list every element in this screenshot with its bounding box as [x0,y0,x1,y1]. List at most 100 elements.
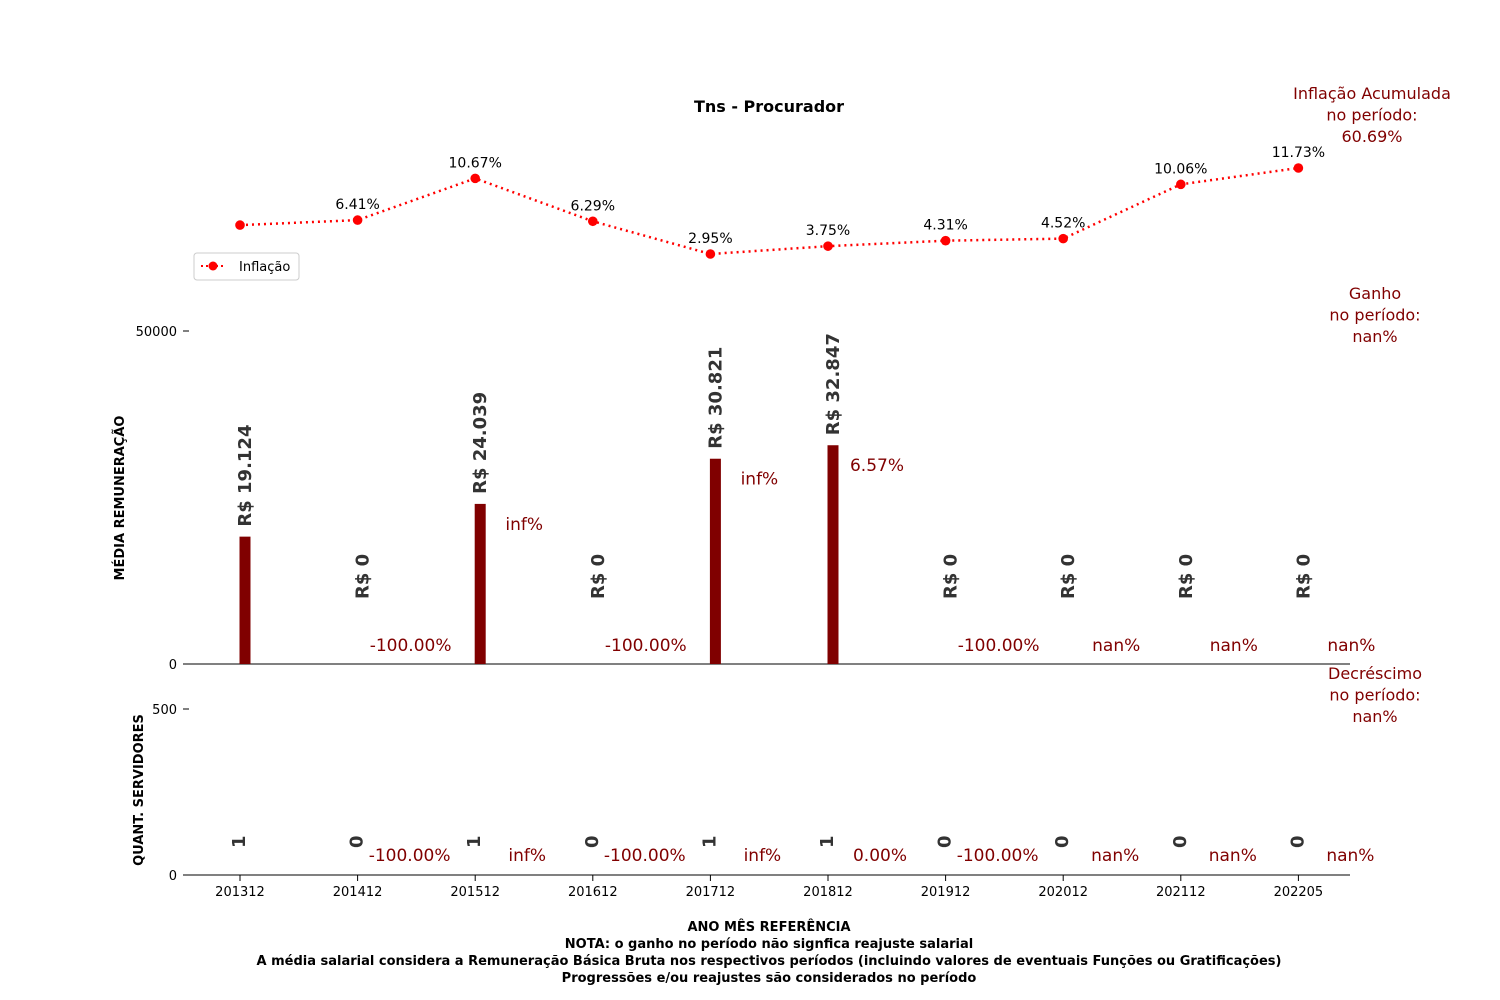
count-ytick-label: 0 [169,869,177,884]
inflation-point [352,215,363,225]
inflation-data-label: 3.75% [806,223,850,239]
salary-bar [709,458,721,664]
count-ytick-label: 500 [152,703,177,718]
side-note-line: 60.69% [1341,127,1402,146]
legend-entry-label: Inflação [239,260,290,275]
headcount-bar-panel: 500 0 QUANT. SERVIDORES 1 0-100.00%1inf%0… [132,703,1374,884]
side-note-line: nan% [1352,707,1397,726]
salary-value-label: R$ 0 [941,554,962,599]
side-note-line: Inflação Acumulada [1293,84,1451,103]
headcount-value-label: 1 [229,835,250,848]
inflation-data-label: 2.95% [688,231,732,247]
inflation-data-label: 6.41% [335,197,379,213]
inflation-data-label: 4.52% [1041,216,1085,232]
inflation-data-label: 10.06% [1154,161,1207,177]
salary-change-label: inf% [505,515,543,535]
x-tick-label: 202205 [1274,885,1324,900]
legend-marker [208,261,218,271]
inflation-point [1293,163,1304,173]
salary-change-label: inf% [741,470,779,490]
salary-change-label: nan% [1327,636,1375,656]
inflation-point [940,235,951,246]
inflation-point [235,220,245,230]
side-note-line: no período: [1329,686,1420,705]
x-tick-label: 201412 [333,885,383,900]
salary-change-label: -100.00% [958,636,1040,656]
salary-value-label: R$ 19.124 [235,425,256,527]
legend[interactable]: Inflação [193,252,300,281]
salary-bar-marks: R$ 19.124 R$ 0 -100.00% R$ 24.039 inf% R$ 0 -1… [235,333,1375,664]
x-tick-label: 202012 [1038,885,1088,900]
headcount-change-label: -100.00% [369,846,451,866]
salary-bar [239,536,251,664]
headcount-value-label: 1 [817,835,838,848]
x-tick-label: 202112 [1156,885,1206,900]
footer-note: NOTA: o ganho no período não signfica re… [565,937,973,952]
inflation-point [705,249,716,259]
salary-value-label: R$ 30.821 [705,347,726,449]
x-axis: 201312 201412 201512 201612 201712 201812 2019… [215,875,1323,900]
salary-change-label: nan% [1092,636,1140,656]
salary-value-label: R$ 32.847 [823,333,844,435]
headcount-value-label: 0 [1287,835,1308,848]
headcount-change-label: -100.00% [957,846,1039,866]
x-tick-label: 201812 [803,885,853,900]
inflation-line-panel: 6.41% 10.67% 6.29% 2.95% 3.75% 4.31% 4.52% 10.0… [193,145,1325,281]
inflation-data-label: 4.31% [923,218,967,234]
inflation-point [1058,233,1068,244]
salary-bar [474,503,486,664]
headcount-value-label: 0 [935,835,956,848]
count-ylabel: QUANT. SERVIDORES [132,714,147,866]
salary-value-label: R$ 0 [1293,554,1314,599]
salary-value-label: R$ 0 [1058,554,1079,599]
salary-ytick-label: 0 [169,658,177,673]
headcount-change-label: 0.00% [853,846,907,866]
salary-change-label: nan% [1210,636,1258,656]
headcount-change-label: inf% [744,846,782,866]
chart-title: Tns - Procurador [694,97,844,116]
headcount-value-label: 0 [347,835,368,848]
inflation-point [1176,179,1186,190]
headcount-bar-marks: 1 0-100.00%1inf%0-100.00%1inf%10.00%0-100… [229,835,1374,866]
side-note-line: Decréscimo [1328,664,1422,683]
x-tick-label: 201712 [686,885,736,900]
salary-value-label: R$ 0 [353,554,374,599]
headcount-change-label: -100.00% [604,846,686,866]
side-note-line: Ganho [1349,284,1401,303]
footer-note: Progressões e/ou reajustes são considera… [562,971,977,986]
salary-value-label: R$ 0 [1176,554,1197,599]
inflation-point [588,216,598,227]
legend-box [193,252,300,281]
side-note-line: nan% [1352,327,1397,346]
footer-note: A média salarial considera a Remuneração… [257,954,1282,969]
side-note-line: no período: [1326,106,1417,125]
x-tick-label: 201512 [450,885,500,900]
headcount-change-label: nan% [1326,846,1374,866]
side-notes: Inflação Acumulada no período: 60.69% Ganho… [1293,84,1451,726]
salary-change-label: 6.57% [850,456,904,476]
salary-ylabel: MÉDIA REMUNERAÇÃO [112,416,128,581]
headcount-change-label: inf% [508,846,546,866]
inflation-data-label: 11.73% [1272,145,1325,161]
x-tick-label: 201312 [215,885,265,900]
inflation-series-line [239,166,1299,256]
headcount-value-label: 1 [699,835,720,848]
inflation-data-label: 6.29% [571,198,615,214]
inflation-point [470,173,481,184]
salary-value-label: R$ 0 [588,554,609,599]
salary-change-label: -100.00% [605,636,687,656]
salary-ytick-label: 50000 [136,325,177,340]
x-tick-label: 201612 [568,885,618,900]
headcount-value-label: 0 [1170,835,1191,848]
headcount-value-label: 1 [464,835,485,848]
inflation-line-marks: 6.41% 10.67% 6.29% 2.95% 3.75% 4.31% 4.52% 10.0… [235,145,1325,259]
salary-change-label: -100.00% [370,636,452,656]
inflation-point [823,241,833,251]
x-axis-title: ANO MÊS REFERÊNCIA [687,919,850,935]
headcount-change-label: nan% [1209,846,1257,866]
inflation-data-label: 10.67% [449,155,502,171]
headcount-change-label: nan% [1091,846,1139,866]
headcount-value-label: 0 [1052,835,1073,848]
salary-bar-panel: 50000 0 MÉDIA REMUNERAÇÃO R$ 19.124 R$ 0 -… [112,325,1375,673]
